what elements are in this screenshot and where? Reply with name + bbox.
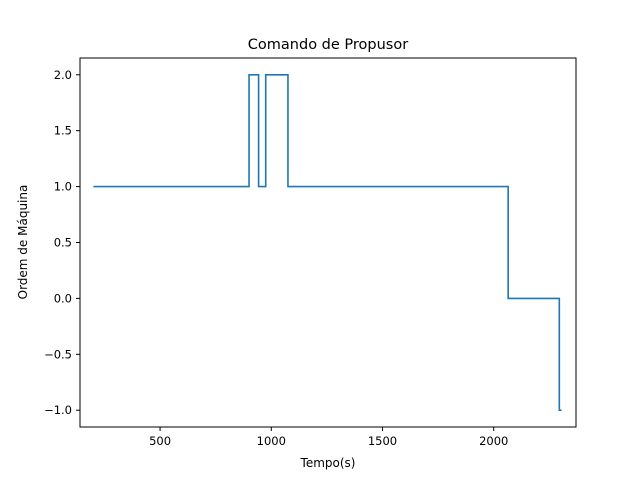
chart-title: Comando de Propusor: [248, 37, 408, 53]
plot-area: 500 1000 1500 2000 −1.0 −0.5 0.0 0.5 1.0 1.5 2.0: [44, 57, 577, 448]
x-tick-label: 500: [149, 434, 171, 448]
x-tick-label: 1000: [257, 434, 286, 448]
y-axis-label: Ordem de Máquina: [16, 185, 30, 300]
y-tick-label: 2.0: [54, 68, 72, 82]
series-layer: [93, 73, 562, 412]
y-tick-label: 0.0: [54, 291, 72, 305]
y-tick-label: 1.5: [54, 124, 72, 138]
y-tick-label: −0.5: [44, 347, 72, 361]
x-axis-label: Tempo(s): [300, 456, 356, 470]
x-tick-label: 1500: [368, 434, 397, 448]
plot-frame: [79, 57, 577, 428]
y-tick-label: −1.0: [44, 403, 72, 417]
y-axis-ticks: −1.0 −0.5 0.0 0.5 1.0 1.5 2.0: [44, 68, 80, 417]
y-tick-label: 1.0: [54, 180, 72, 194]
y-tick-label: 0.5: [54, 236, 72, 250]
x-axis-ticks: 500 1000 1500 2000: [149, 427, 508, 448]
x-tick-label: 2000: [479, 434, 508, 448]
series-line: [93, 73, 562, 412]
